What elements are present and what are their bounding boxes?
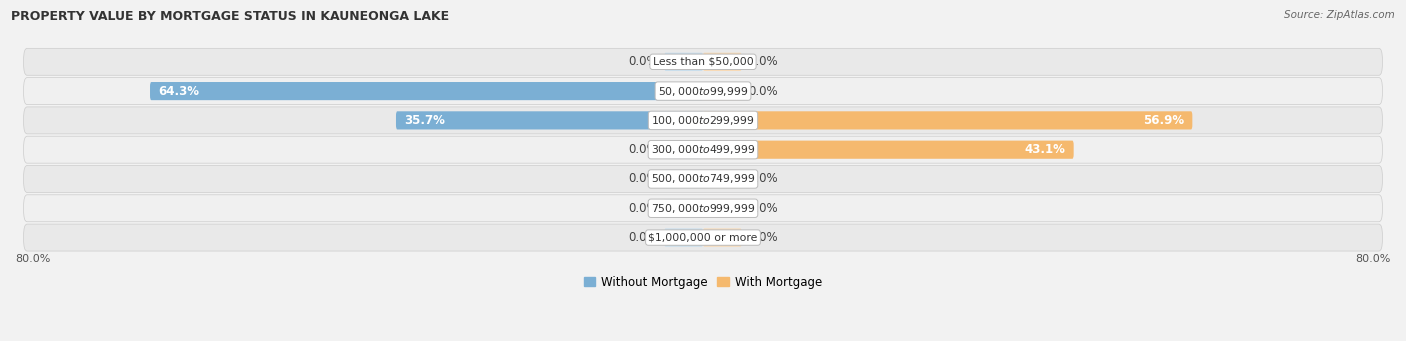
FancyBboxPatch shape xyxy=(24,107,1382,134)
FancyBboxPatch shape xyxy=(24,48,1382,75)
FancyBboxPatch shape xyxy=(24,224,1382,251)
FancyBboxPatch shape xyxy=(703,170,742,188)
FancyBboxPatch shape xyxy=(150,82,703,100)
FancyBboxPatch shape xyxy=(664,53,703,71)
Text: 0.0%: 0.0% xyxy=(748,231,778,244)
FancyBboxPatch shape xyxy=(703,53,742,71)
Text: 0.0%: 0.0% xyxy=(628,143,658,156)
Text: 43.1%: 43.1% xyxy=(1024,143,1066,156)
Text: 0.0%: 0.0% xyxy=(748,173,778,186)
Text: Less than $50,000: Less than $50,000 xyxy=(652,57,754,67)
FancyBboxPatch shape xyxy=(24,195,1382,222)
Text: 0.0%: 0.0% xyxy=(628,173,658,186)
Text: 80.0%: 80.0% xyxy=(15,254,51,264)
FancyBboxPatch shape xyxy=(703,111,1192,130)
Text: Source: ZipAtlas.com: Source: ZipAtlas.com xyxy=(1284,10,1395,20)
Text: 0.0%: 0.0% xyxy=(748,202,778,215)
Text: 56.9%: 56.9% xyxy=(1143,114,1184,127)
FancyBboxPatch shape xyxy=(703,140,1074,159)
FancyBboxPatch shape xyxy=(703,228,742,247)
Text: 0.0%: 0.0% xyxy=(748,85,778,98)
Text: $750,000 to $999,999: $750,000 to $999,999 xyxy=(651,202,755,215)
Text: $100,000 to $299,999: $100,000 to $299,999 xyxy=(651,114,755,127)
Text: 0.0%: 0.0% xyxy=(748,55,778,68)
FancyBboxPatch shape xyxy=(664,199,703,217)
Text: 0.0%: 0.0% xyxy=(628,202,658,215)
Text: 80.0%: 80.0% xyxy=(1355,254,1391,264)
FancyBboxPatch shape xyxy=(396,111,703,130)
Text: $50,000 to $99,999: $50,000 to $99,999 xyxy=(658,85,748,98)
FancyBboxPatch shape xyxy=(664,170,703,188)
FancyBboxPatch shape xyxy=(703,199,742,217)
FancyBboxPatch shape xyxy=(664,140,703,159)
Text: 64.3%: 64.3% xyxy=(159,85,200,98)
FancyBboxPatch shape xyxy=(24,165,1382,192)
FancyBboxPatch shape xyxy=(24,78,1382,105)
Text: $500,000 to $749,999: $500,000 to $749,999 xyxy=(651,173,755,186)
Text: PROPERTY VALUE BY MORTGAGE STATUS IN KAUNEONGA LAKE: PROPERTY VALUE BY MORTGAGE STATUS IN KAU… xyxy=(11,10,450,23)
FancyBboxPatch shape xyxy=(703,82,742,100)
Legend: Without Mortgage, With Mortgage: Without Mortgage, With Mortgage xyxy=(579,271,827,294)
Text: 0.0%: 0.0% xyxy=(628,231,658,244)
Text: 0.0%: 0.0% xyxy=(628,55,658,68)
FancyBboxPatch shape xyxy=(664,228,703,247)
Text: 35.7%: 35.7% xyxy=(405,114,446,127)
Text: $300,000 to $499,999: $300,000 to $499,999 xyxy=(651,143,755,156)
Text: $1,000,000 or more: $1,000,000 or more xyxy=(648,233,758,242)
FancyBboxPatch shape xyxy=(24,136,1382,163)
